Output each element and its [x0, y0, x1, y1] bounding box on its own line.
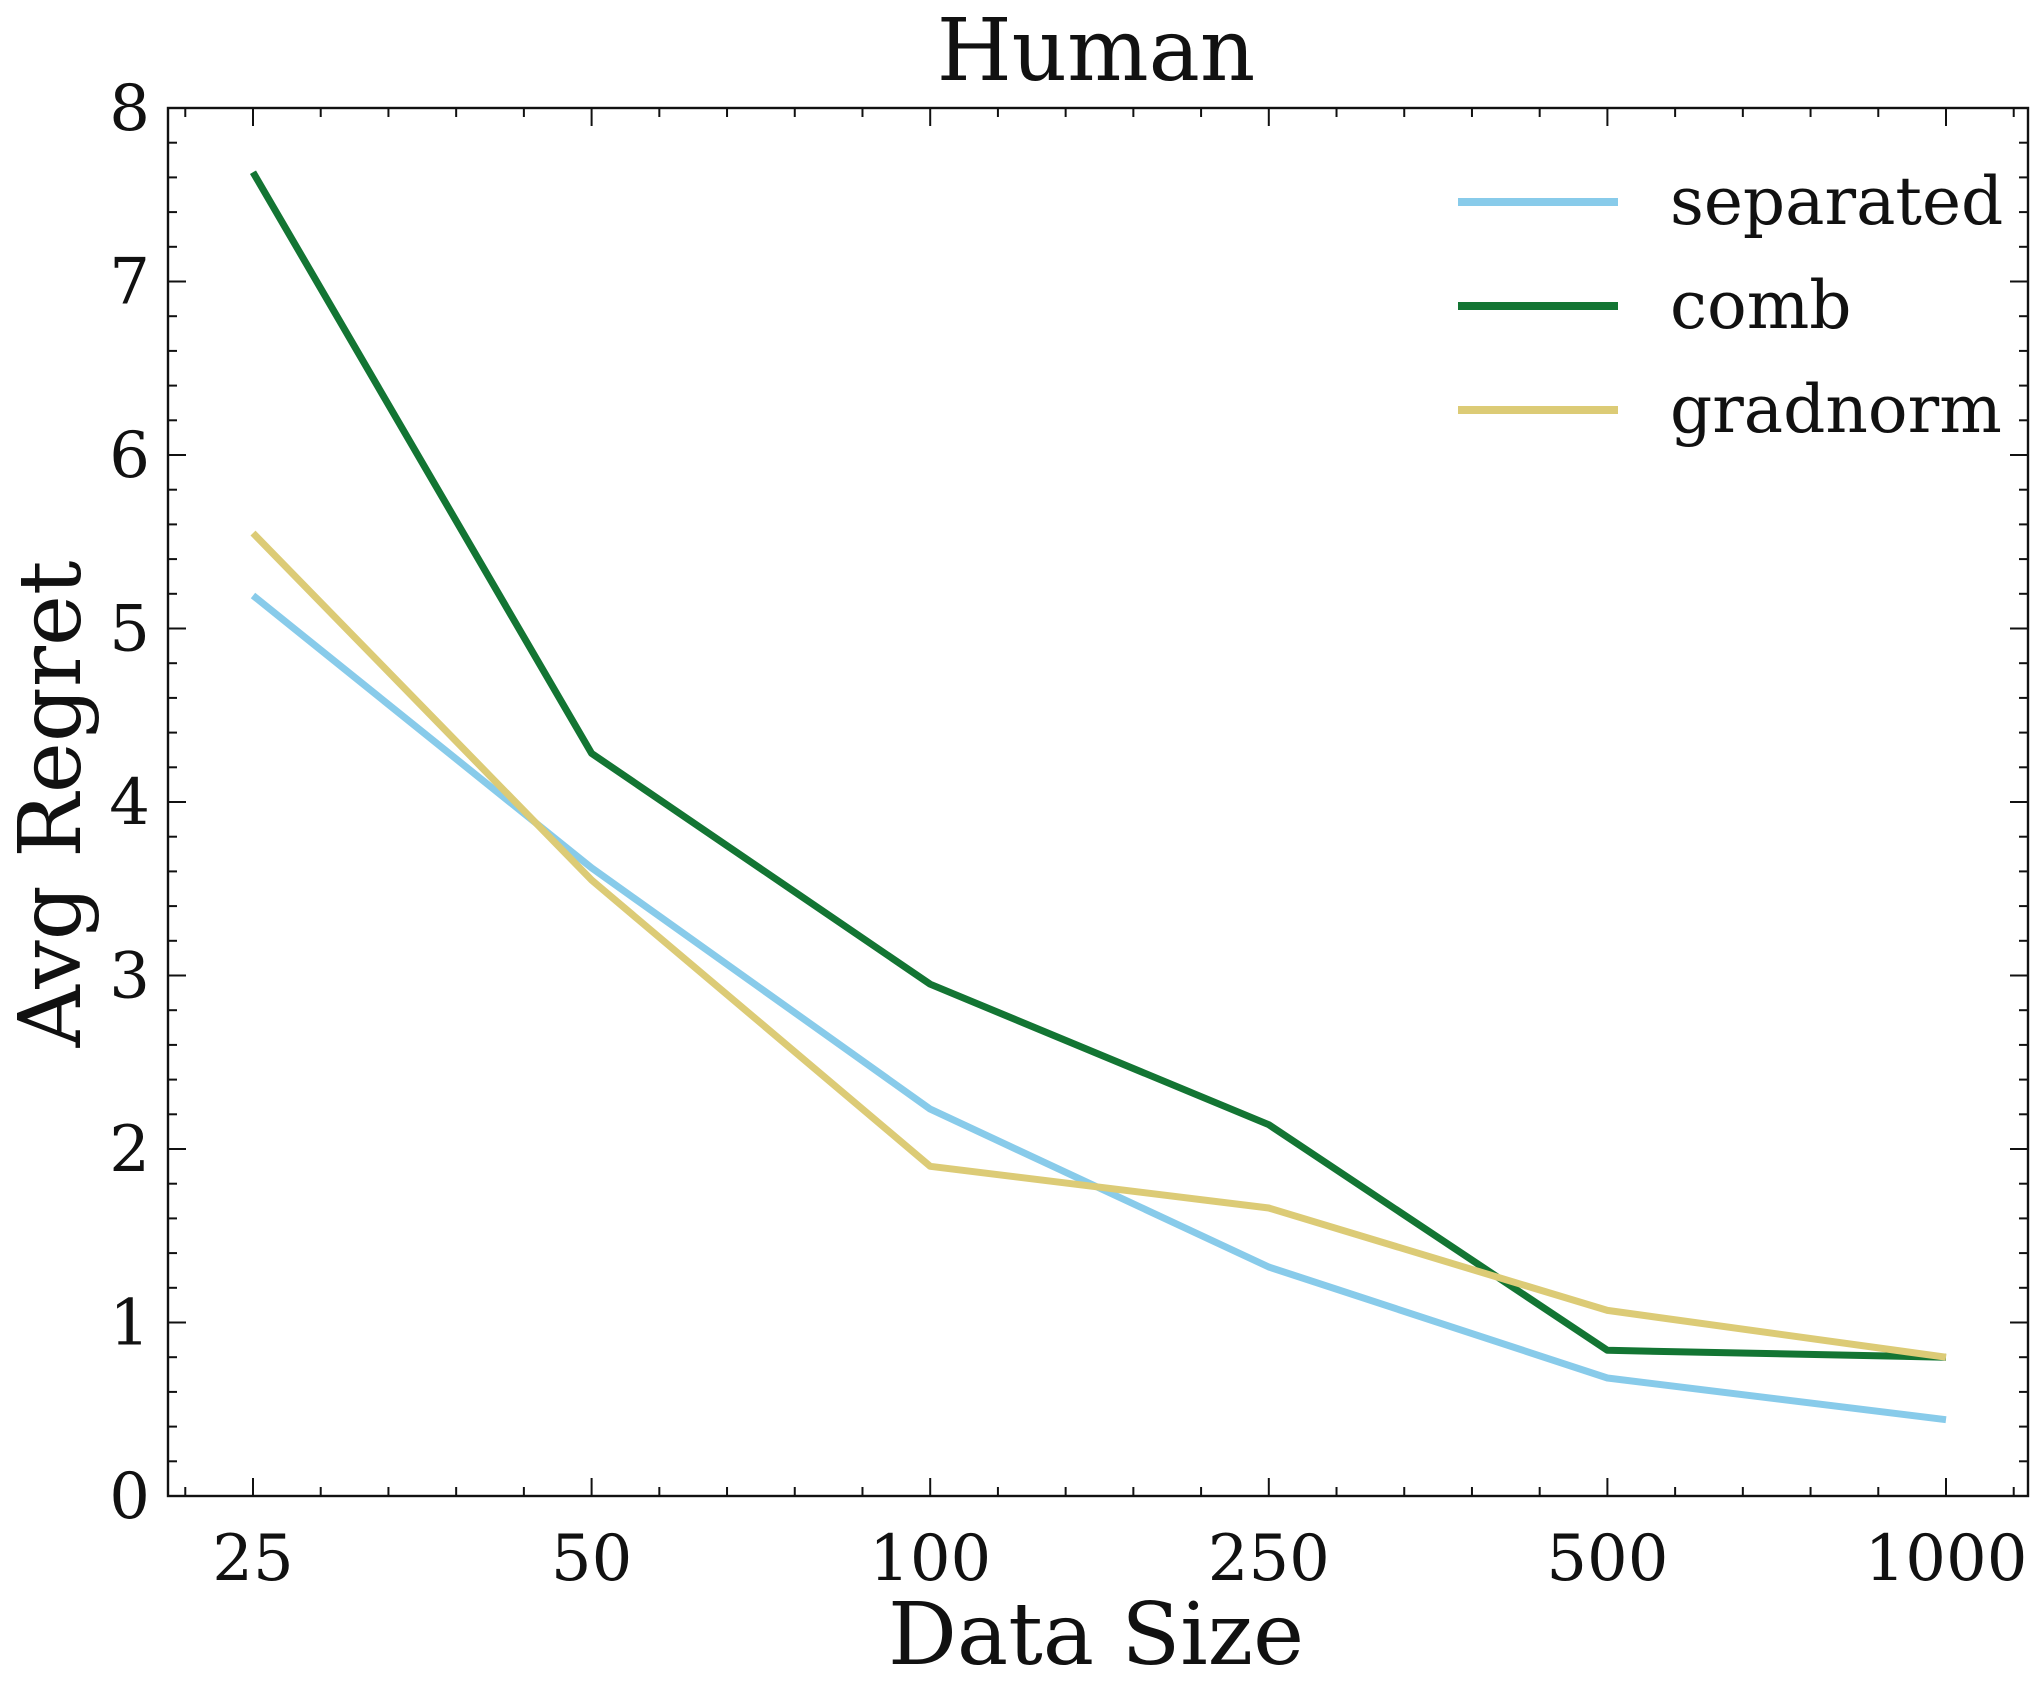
y-tick-label: 0	[109, 1460, 150, 1534]
y-tick-label: 1	[109, 1287, 150, 1361]
axes: 0 1 2 3 4 5 6 7 8 25 50 100 250 500 1000	[109, 72, 2030, 1596]
y-tick-label: 6	[109, 419, 150, 493]
x-axis-title: Data Size	[888, 1585, 1304, 1685]
x-tick-label: 500	[1546, 1522, 1668, 1596]
y-axis-title: Avg Regret	[1, 561, 101, 1049]
series-line-separated	[250, 592, 1947, 1424]
series-line-comb	[249, 170, 1947, 1361]
y-tick-label: 2	[109, 1113, 150, 1187]
legend-label-comb: comb	[1670, 267, 1852, 344]
x-tick-label: 1000	[1865, 1522, 2028, 1596]
legend-label-separated: separated	[1670, 163, 2003, 240]
y-tick-label: 4	[109, 766, 150, 840]
x-tick-label: 50	[551, 1522, 632, 1596]
y-tick-label: 7	[109, 246, 150, 320]
plot-area	[249, 170, 1947, 1424]
y-tick-label: 5	[109, 593, 150, 667]
x-tick-label: 100	[869, 1522, 991, 1596]
chart-title: Human	[937, 1, 1256, 101]
x-tick-label: 250	[1208, 1522, 1330, 1596]
x-tick-label: 25	[212, 1522, 293, 1596]
y-tick-label: 8	[109, 72, 150, 146]
legend: separated comb gradnorm	[1458, 163, 2003, 448]
y-tick-label: 3	[109, 940, 150, 1014]
series-line-gradnorm	[250, 530, 1947, 1361]
legend-label-gradnorm: gradnorm	[1670, 371, 2002, 448]
